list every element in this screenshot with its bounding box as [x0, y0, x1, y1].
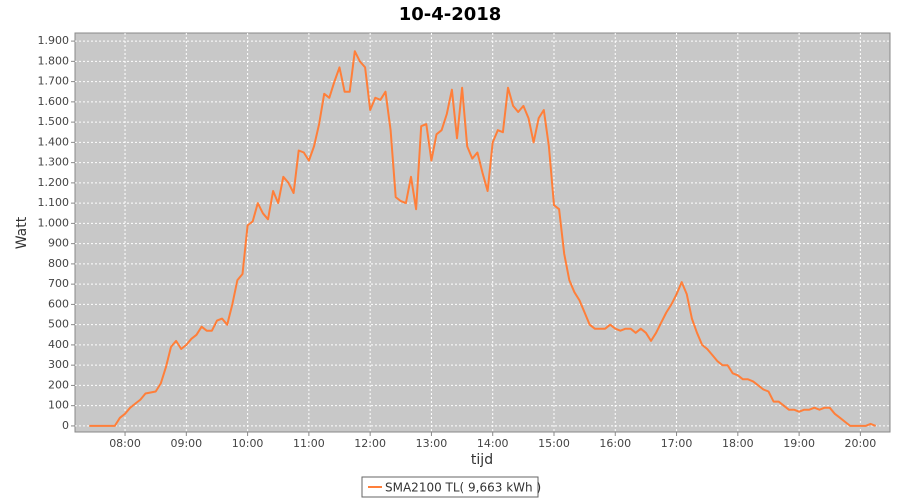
legend-label: SMA2100 TL( 9,663 kWh ) — [385, 481, 541, 495]
x-tick-label: 17:00 — [661, 437, 693, 450]
data-line — [89, 50, 877, 427]
y-tick-label: 900 — [48, 237, 69, 250]
y-tick-label: 1.300 — [38, 156, 70, 169]
y-tick-label: 300 — [48, 358, 69, 371]
y-tick-label: 1.200 — [38, 176, 70, 189]
y-tick-label: 1.800 — [38, 54, 70, 67]
y-tick-label: 700 — [48, 277, 69, 290]
x-tick-label: 16:00 — [599, 437, 631, 450]
x-tick-label: 11:00 — [293, 437, 325, 450]
y-tick-label: 1.900 — [38, 34, 70, 47]
y-tick-label: 1.000 — [38, 216, 70, 229]
x-axis-label: tijd — [471, 452, 493, 468]
x-tick-label: 18:00 — [722, 437, 754, 450]
x-tick-label: 19:00 — [783, 437, 815, 450]
legend-box — [361, 476, 539, 498]
x-tick-label: 15:00 — [538, 437, 570, 450]
x-tick-label: 09:00 — [170, 437, 202, 450]
x-tick-label: 10:00 — [232, 437, 264, 450]
y-tick-label: 600 — [48, 297, 69, 310]
y-tick-label: 500 — [48, 318, 69, 331]
y-tick-label: 100 — [48, 399, 69, 412]
plot-area — [74, 32, 891, 433]
y-tick-label: 1.600 — [38, 95, 70, 108]
x-tick-label: 08:00 — [109, 437, 141, 450]
x-tick-label: 20:00 — [845, 437, 877, 450]
y-tick-label: 1.100 — [38, 196, 70, 209]
x-tick-label: 12:00 — [354, 437, 386, 450]
y-tick-label: 400 — [48, 338, 69, 351]
y-tick-label: 800 — [48, 257, 69, 270]
chart-title: 10-4-2018 — [399, 4, 502, 25]
y-tick-label: 1.400 — [38, 135, 70, 148]
y-tick-label: 0 — [62, 419, 69, 432]
x-tick-label: 13:00 — [416, 437, 448, 450]
y-tick-label: 1.700 — [38, 75, 70, 88]
y-tick-label: 1.500 — [38, 115, 70, 128]
y-axis-label: Watt — [14, 216, 30, 249]
y-tick-label: 200 — [48, 378, 69, 391]
x-tick-label: 14:00 — [477, 437, 509, 450]
